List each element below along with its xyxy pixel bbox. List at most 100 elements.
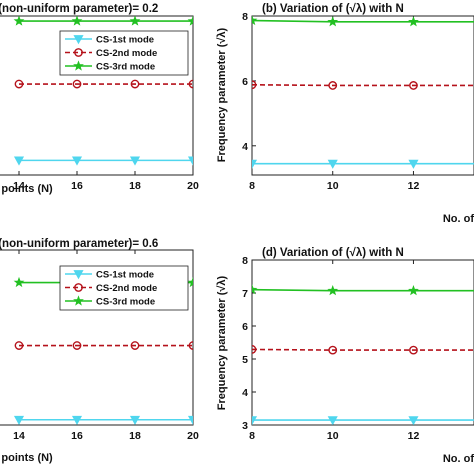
plot-area	[252, 16, 474, 169]
legend-entry: CS-1st mode	[96, 270, 154, 281]
data-point-1	[129, 415, 141, 425]
legend-entry: CS-3rd mode	[96, 297, 155, 308]
legend-swatch-marker	[73, 60, 84, 71]
y-tick-label: 5	[242, 354, 248, 366]
x-tick-label: 18	[129, 180, 141, 192]
legend-swatch-marker	[74, 283, 83, 292]
x-tick-label: 8	[249, 430, 255, 442]
x-axis-label: l points (N)	[0, 183, 53, 195]
y-tick-label: 4	[242, 387, 248, 399]
x-axis-label: l points (N)	[0, 452, 53, 464]
legend-swatch-marker	[73, 270, 84, 280]
x-tick-label: 14	[13, 180, 25, 192]
data-point-3	[408, 285, 419, 296]
chart-title: (b) Variation of (√λ) with N	[262, 2, 404, 15]
chart-title: η (non-uniform parameter)= 0.6	[0, 238, 158, 250]
data-point-1	[252, 159, 258, 169]
y-tick-label: 8	[242, 11, 248, 23]
data-point-1	[408, 159, 419, 169]
y-tick-label: 6	[242, 76, 248, 88]
data-point-2	[14, 79, 24, 89]
data-point-3	[13, 276, 25, 288]
data-point-2	[72, 79, 82, 89]
data-point-3	[13, 16, 25, 26]
series-line-3	[252, 19, 474, 23]
x-tick-label: 12	[408, 180, 420, 192]
y-tick-label: 4	[242, 141, 248, 153]
data-point-1	[187, 156, 193, 166]
data-point-2	[328, 345, 338, 355]
data-point-2	[409, 345, 418, 355]
x-tick-label: 20	[187, 180, 199, 192]
data-point-3	[327, 16, 339, 27]
y-axis-label: Frequency parameter (√λ)	[216, 27, 228, 162]
series-line-2	[252, 83, 474, 87]
legend-entry: CS-1st mode	[96, 35, 154, 46]
data-point-2	[188, 341, 193, 350]
data-point-1	[13, 415, 25, 425]
x-tick-label: 8	[249, 180, 255, 192]
series-line-2	[252, 348, 474, 351]
legend-swatch-marker	[73, 295, 84, 306]
data-point-2	[188, 79, 193, 89]
data-point-2	[130, 341, 140, 350]
legend: CS-1st mode CS-2nd mode CS-3rd mode	[59, 265, 189, 311]
y-axis-label: Frequency parameter (√λ)	[216, 275, 228, 410]
plot-frame	[0, 15, 194, 176]
plot-frame	[251, 259, 474, 426]
data-point-2	[252, 80, 257, 90]
legend-swatch-marker	[74, 48, 83, 57]
x-axis-label: No. of	[443, 213, 474, 225]
legend-entry: CS-2nd mode	[96, 48, 157, 59]
data-point-3	[327, 285, 339, 296]
x-tick-label: 12	[408, 430, 420, 442]
data-point-1	[187, 415, 193, 425]
x-tick-label: 10	[327, 430, 339, 442]
data-point-3	[71, 16, 83, 26]
x-tick-label: 20	[187, 430, 199, 442]
plot-area	[252, 284, 474, 425]
y-tick-label: 7	[242, 288, 248, 300]
data-point-2	[72, 341, 82, 350]
y-tick-label: 3	[242, 420, 248, 432]
data-point-3	[187, 276, 193, 288]
chart-title: (d) Variation of (√λ) with N	[262, 246, 404, 259]
legend-swatch-marker	[73, 35, 84, 45]
data-point-2	[409, 81, 418, 90]
data-point-1	[13, 156, 25, 166]
plot-area	[13, 16, 193, 166]
x-tick-label: 14	[13, 430, 25, 442]
data-point-1	[252, 416, 258, 425]
data-point-1	[71, 156, 83, 166]
plot-frame	[0, 249, 194, 426]
legend: CS-1st mode CS-2nd mode CS-3rd mode	[59, 30, 189, 76]
legend-entry: CS-2nd mode	[96, 283, 157, 294]
data-point-2	[130, 79, 140, 89]
data-point-2	[328, 81, 338, 90]
data-point-3	[187, 16, 193, 26]
legend-entry: CS-3rd mode	[96, 62, 155, 73]
x-axis-label: No. of	[443, 453, 474, 465]
data-point-3	[408, 16, 419, 27]
data-point-2	[252, 345, 257, 354]
series-line-3	[252, 288, 474, 292]
data-point-3	[252, 16, 258, 26]
data-point-3	[252, 284, 258, 295]
y-tick-label: 8	[242, 255, 248, 267]
chart-panel-d: (d) Variation of (√λ) with N 8 10 12 3 4 5 6 7 8 N…	[216, 246, 474, 465]
data-point-1	[327, 159, 338, 169]
y-tick-label: 6	[242, 321, 248, 333]
data-point-1	[129, 156, 141, 166]
data-point-2	[14, 341, 24, 350]
x-tick-label: 18	[129, 430, 141, 442]
data-point-3	[129, 16, 141, 26]
chart-panel-c: η (non-uniform parameter)= 0.6 14 16 18 20 l …	[0, 238, 199, 464]
x-tick-label: 16	[71, 180, 83, 192]
x-tick-label: 10	[327, 180, 339, 192]
data-point-1	[408, 416, 419, 425]
chart-panel-b: (b) Variation of (√λ) with N 8 10 12 4 6 8 No. …	[216, 2, 474, 225]
data-point-1	[327, 416, 338, 425]
chart-panel-a: η (non-uniform parameter)= 0.2 14 16 18 20 l …	[0, 3, 199, 195]
data-point-1	[71, 415, 83, 425]
